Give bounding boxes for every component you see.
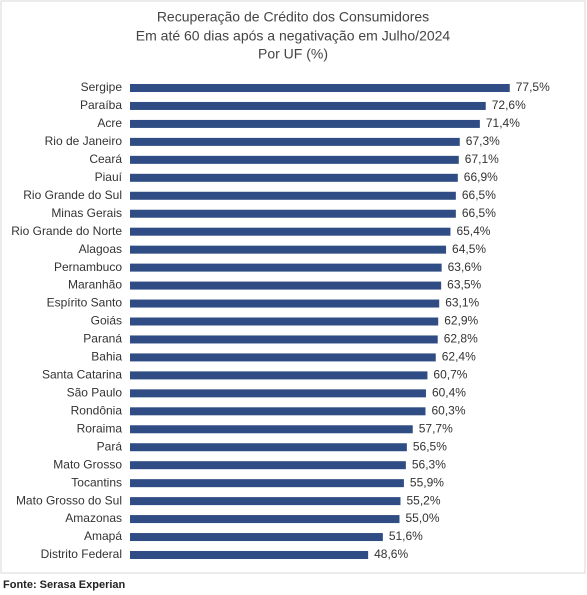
category-label: Acre — [97, 116, 122, 130]
bar — [130, 227, 451, 236]
category-label: Pernambuco — [54, 260, 122, 274]
category-label: Sergipe — [81, 80, 123, 94]
bar — [130, 335, 438, 344]
value-label: 63,5% — [447, 278, 481, 292]
category-label: Alagoas — [79, 242, 122, 256]
value-label: 67,3% — [466, 134, 500, 148]
value-label: 66,5% — [462, 188, 496, 202]
category-label: Santa Catarina — [42, 368, 122, 382]
bar — [130, 173, 458, 182]
value-label: 66,5% — [462, 206, 496, 220]
bar — [130, 263, 442, 272]
value-label: 60,7% — [433, 368, 467, 382]
bar — [130, 353, 436, 362]
category-label: São Paulo — [67, 386, 123, 400]
category-label: Ceará — [89, 152, 122, 166]
value-label: 71,4% — [486, 116, 520, 130]
category-label: Rondônia — [71, 403, 123, 417]
value-label: 55,2% — [406, 493, 440, 507]
bar — [130, 137, 460, 146]
bar — [130, 461, 406, 470]
bar — [130, 479, 404, 488]
category-label: Espírito Santo — [47, 296, 123, 310]
value-label: 63,1% — [445, 296, 479, 310]
category-label: Distrito Federal — [41, 547, 122, 561]
value-label: 62,4% — [442, 350, 476, 364]
bar — [130, 155, 459, 164]
bar — [130, 371, 428, 380]
category-label: Rio Grande do Norte — [11, 224, 122, 238]
chart-title: Recuperação de Crédito dos Consumidores — [157, 9, 429, 25]
value-label: 63,6% — [448, 260, 482, 274]
chart-subtitle: Em até 60 dias após a negativação em Jul… — [136, 28, 451, 44]
bar — [130, 515, 400, 524]
category-label: Amapá — [84, 529, 122, 543]
category-label: Minas Gerais — [51, 206, 122, 220]
bar — [130, 533, 383, 542]
value-label: 48,6% — [374, 547, 408, 561]
bar — [130, 119, 480, 128]
bar — [130, 443, 407, 452]
value-label: 72,6% — [492, 98, 526, 112]
bar — [130, 317, 439, 326]
category-label: Bahia — [91, 350, 122, 364]
category-label: Tocantins — [71, 475, 122, 489]
category-label: Goiás — [91, 314, 122, 328]
bar — [130, 191, 456, 200]
bar — [130, 299, 440, 308]
value-label: 51,6% — [389, 529, 423, 543]
value-label: 55,9% — [410, 475, 444, 489]
bar — [130, 84, 510, 92]
category-label: Pará — [97, 439, 123, 453]
bar — [130, 245, 447, 254]
value-label: 56,5% — [413, 439, 447, 453]
value-label: 62,8% — [444, 332, 478, 346]
value-label: 66,9% — [464, 170, 498, 184]
category-label: Rio Grande do Sul — [23, 188, 122, 202]
category-label: Paraíba — [80, 98, 122, 112]
value-label: 65,4% — [456, 224, 490, 238]
value-label: 67,1% — [465, 152, 499, 166]
value-label: 60,4% — [432, 386, 466, 400]
category-label: Mato Grosso — [53, 457, 122, 471]
category-label: Piauí — [95, 170, 123, 184]
category-label: Paraná — [83, 332, 122, 346]
category-label: Amazonas — [65, 511, 122, 525]
value-label: 60,3% — [431, 403, 465, 417]
bar — [130, 425, 413, 434]
category-label: Roraima — [77, 421, 123, 435]
value-label: 64,5% — [452, 242, 486, 256]
source-note: Fonte: Serasa Experian — [3, 579, 126, 591]
bar — [130, 281, 442, 290]
value-label: 55,0% — [406, 511, 440, 525]
chart-unit: Por UF (%) — [258, 46, 328, 62]
value-label: 56,3% — [412, 457, 446, 471]
category-label: Rio de Janeiro — [45, 134, 123, 148]
value-label: 62,9% — [444, 314, 478, 328]
bar — [130, 209, 456, 218]
value-label: 57,7% — [419, 421, 453, 435]
bar — [130, 101, 486, 110]
bar — [130, 551, 369, 559]
value-label: 77,5% — [516, 80, 550, 94]
bar — [130, 389, 426, 398]
bar — [130, 497, 401, 506]
category-label: Maranhão — [68, 278, 122, 292]
bar — [130, 407, 426, 416]
category-label: Mato Grosso do Sul — [16, 493, 122, 507]
